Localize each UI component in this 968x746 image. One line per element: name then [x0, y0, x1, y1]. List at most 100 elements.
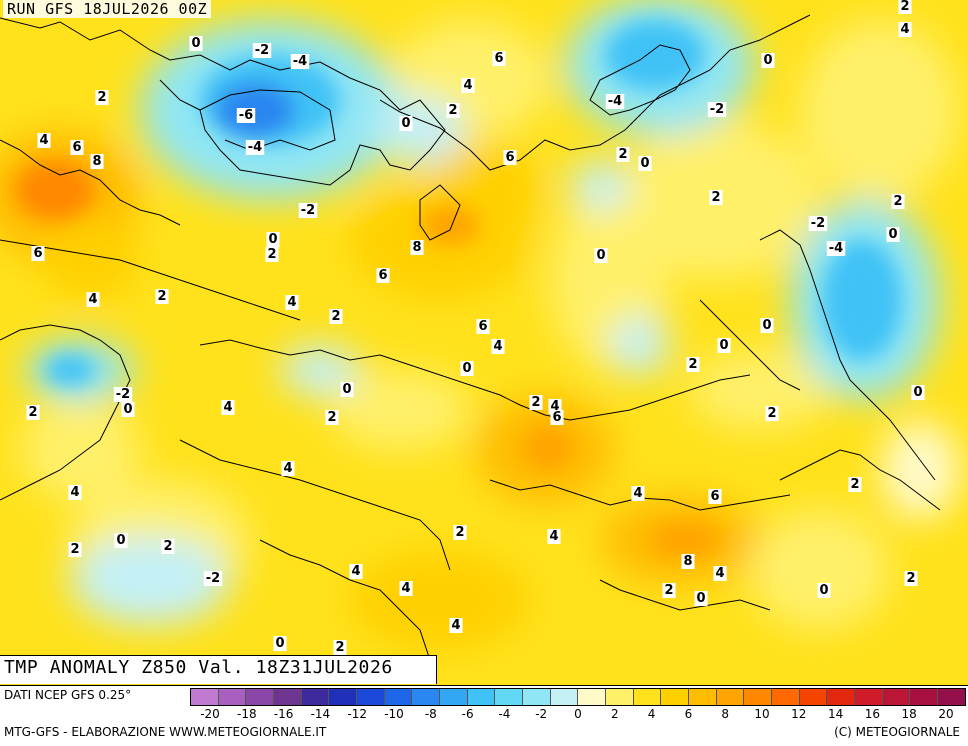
contour-label-background — [113, 387, 133, 402]
colorbar — [190, 688, 966, 706]
contour-label-background — [808, 216, 828, 231]
contour-label: 4 — [493, 339, 502, 354]
contour-label-background — [203, 571, 223, 586]
contour-label: 4 — [70, 485, 79, 500]
contour-label-background — [476, 319, 490, 334]
contour-label: -2 — [255, 43, 269, 58]
contour-label-background — [161, 539, 175, 554]
colorbar-cell — [218, 689, 247, 705]
contour-label-background — [760, 318, 774, 333]
contour-label-background — [31, 246, 45, 261]
run-label: RUN GFS 18JUL2026 00Z — [3, 0, 212, 18]
contour-label-background — [446, 103, 460, 118]
contour-label: 2 — [163, 539, 172, 554]
contour-label: 4 — [715, 566, 724, 581]
colorbar-cell — [274, 689, 302, 705]
contour-label-background — [891, 194, 905, 209]
colorbar-tick-label: 18 — [901, 707, 917, 721]
contour-label-background — [95, 90, 109, 105]
colorbar-cell — [495, 689, 524, 705]
contour-label-background — [245, 140, 265, 155]
contour-label: -4 — [829, 241, 843, 256]
colorbar-tick-label: 14 — [827, 707, 844, 721]
contour-label: 2 — [97, 90, 106, 105]
contour-label: 0 — [819, 583, 828, 598]
contour-label-background — [329, 309, 343, 324]
colorbar-tick-label: 8 — [721, 707, 730, 721]
map-title: TMP ANOMALY Z850 Val. 18Z31JUL2026 — [4, 657, 393, 678]
contour-label-background — [708, 489, 722, 504]
contour-label-background — [252, 43, 272, 58]
contour-label: 8 — [412, 240, 421, 255]
contour-label-background — [37, 133, 51, 148]
contour-label-background — [236, 108, 256, 123]
contour-label-background — [547, 529, 561, 544]
contour-label-background — [449, 618, 463, 633]
contour-label-background — [686, 357, 700, 372]
contour-label: 0 — [719, 338, 728, 353]
contour-label: -4 — [248, 140, 262, 155]
contour-label-background — [221, 400, 235, 415]
contour-label-background — [886, 227, 900, 242]
contour-label: 0 — [462, 361, 471, 376]
colorbar-cell — [772, 689, 800, 705]
contour-label-background — [550, 410, 564, 425]
contour-label-background — [86, 292, 100, 307]
contour-label-background — [399, 116, 413, 131]
colorbar-tick-label: -6 — [461, 707, 474, 721]
colorbar-cell — [799, 689, 828, 705]
contour-label-background — [290, 54, 310, 69]
contour-label: 2 — [900, 0, 909, 14]
colorbar-cell — [440, 689, 468, 705]
footer-copyright: (C) METEOGIORNALE — [834, 725, 960, 739]
colorbar-cell — [689, 689, 717, 705]
contour-label-background — [155, 289, 169, 304]
contour-label-background — [898, 0, 912, 14]
contour-label: 2 — [455, 525, 464, 540]
contour-label: -4 — [293, 54, 307, 69]
contour-label: 0 — [268, 232, 277, 247]
contour-label-background — [681, 554, 695, 569]
colorbar-cell — [744, 689, 773, 705]
colorbar-cell — [384, 689, 413, 705]
contour-label: 4 — [223, 400, 232, 415]
colorbar-cell — [412, 689, 441, 705]
contour-label: 2 — [531, 395, 540, 410]
map-title-box: TMP ANOMALY Z850 Val. 18Z31JUL2026 — [0, 655, 437, 684]
colorbar-cell — [882, 689, 911, 705]
contour-label: 2 — [267, 247, 276, 262]
contour-label-background — [662, 583, 676, 598]
colorbar-cell — [578, 689, 607, 705]
contour-label: 2 — [327, 410, 336, 425]
colorbar-tick-label: -16 — [273, 707, 294, 721]
contour-label-background — [503, 150, 517, 165]
contour-label-background — [281, 461, 295, 476]
contour-label: 4 — [287, 295, 296, 310]
contour-label-background — [817, 583, 831, 598]
colorbar-cell — [246, 689, 275, 705]
contour-label: 8 — [683, 554, 692, 569]
colorbar-cell — [661, 689, 690, 705]
contour-label: -2 — [710, 102, 724, 117]
colorbar-tick-label: 16 — [864, 707, 881, 721]
contour-label: 0 — [116, 533, 125, 548]
contour-label-background — [717, 338, 731, 353]
data-source-label: DATI NCEP GFS 0.25° — [4, 688, 132, 702]
contour-label: 0 — [401, 116, 410, 131]
colorbar-cell — [550, 689, 579, 705]
colorbar-tick-label: -4 — [498, 707, 511, 721]
contour-label-background — [911, 385, 925, 400]
contour-label: 0 — [275, 636, 284, 651]
contour-label: 8 — [92, 154, 101, 169]
contour-label-background — [189, 36, 203, 51]
colorbar-tick-label: -8 — [424, 707, 437, 721]
contour-label-background — [616, 147, 630, 162]
contour-label-background — [848, 477, 862, 492]
contour-label-background — [285, 295, 299, 310]
colorbar-cell — [633, 689, 662, 705]
colorbar-cell — [467, 689, 496, 705]
contour-label: 4 — [550, 399, 559, 414]
contour-label: 2 — [893, 194, 902, 209]
